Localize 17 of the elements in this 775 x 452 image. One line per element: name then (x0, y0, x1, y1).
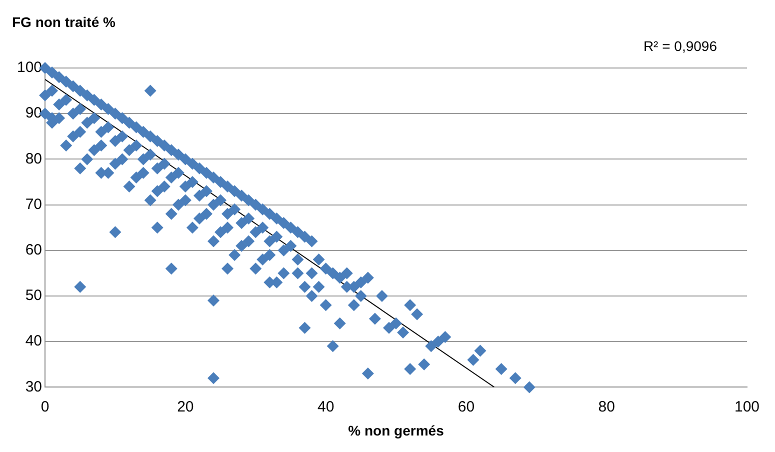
y-tick-label: 70 (25, 196, 42, 213)
x-axis-title: % non germés (348, 422, 444, 438)
x-tick-label: 20 (177, 398, 194, 416)
y-tick-label: 30 (25, 378, 42, 396)
x-tick-label: 80 (598, 398, 615, 416)
y-axis-title: FG non traité % (12, 14, 116, 30)
y-tick-label: 60 (25, 242, 42, 259)
y-tick-label: 40 (25, 332, 42, 350)
text: R² = 0,9096 (643, 38, 718, 54)
x-tick-label: 40 (317, 398, 334, 416)
y-tick-label: 80 (25, 150, 42, 168)
x-tick-label: 60 (458, 398, 475, 416)
y-tick-label: 90 (25, 104, 42, 122)
x-tick-label: 0 (40, 398, 50, 416)
y-tick-label: 50 (25, 287, 42, 304)
y-tick-label: 100 (16, 59, 42, 76)
x-tick-label: 100 (734, 398, 760, 416)
